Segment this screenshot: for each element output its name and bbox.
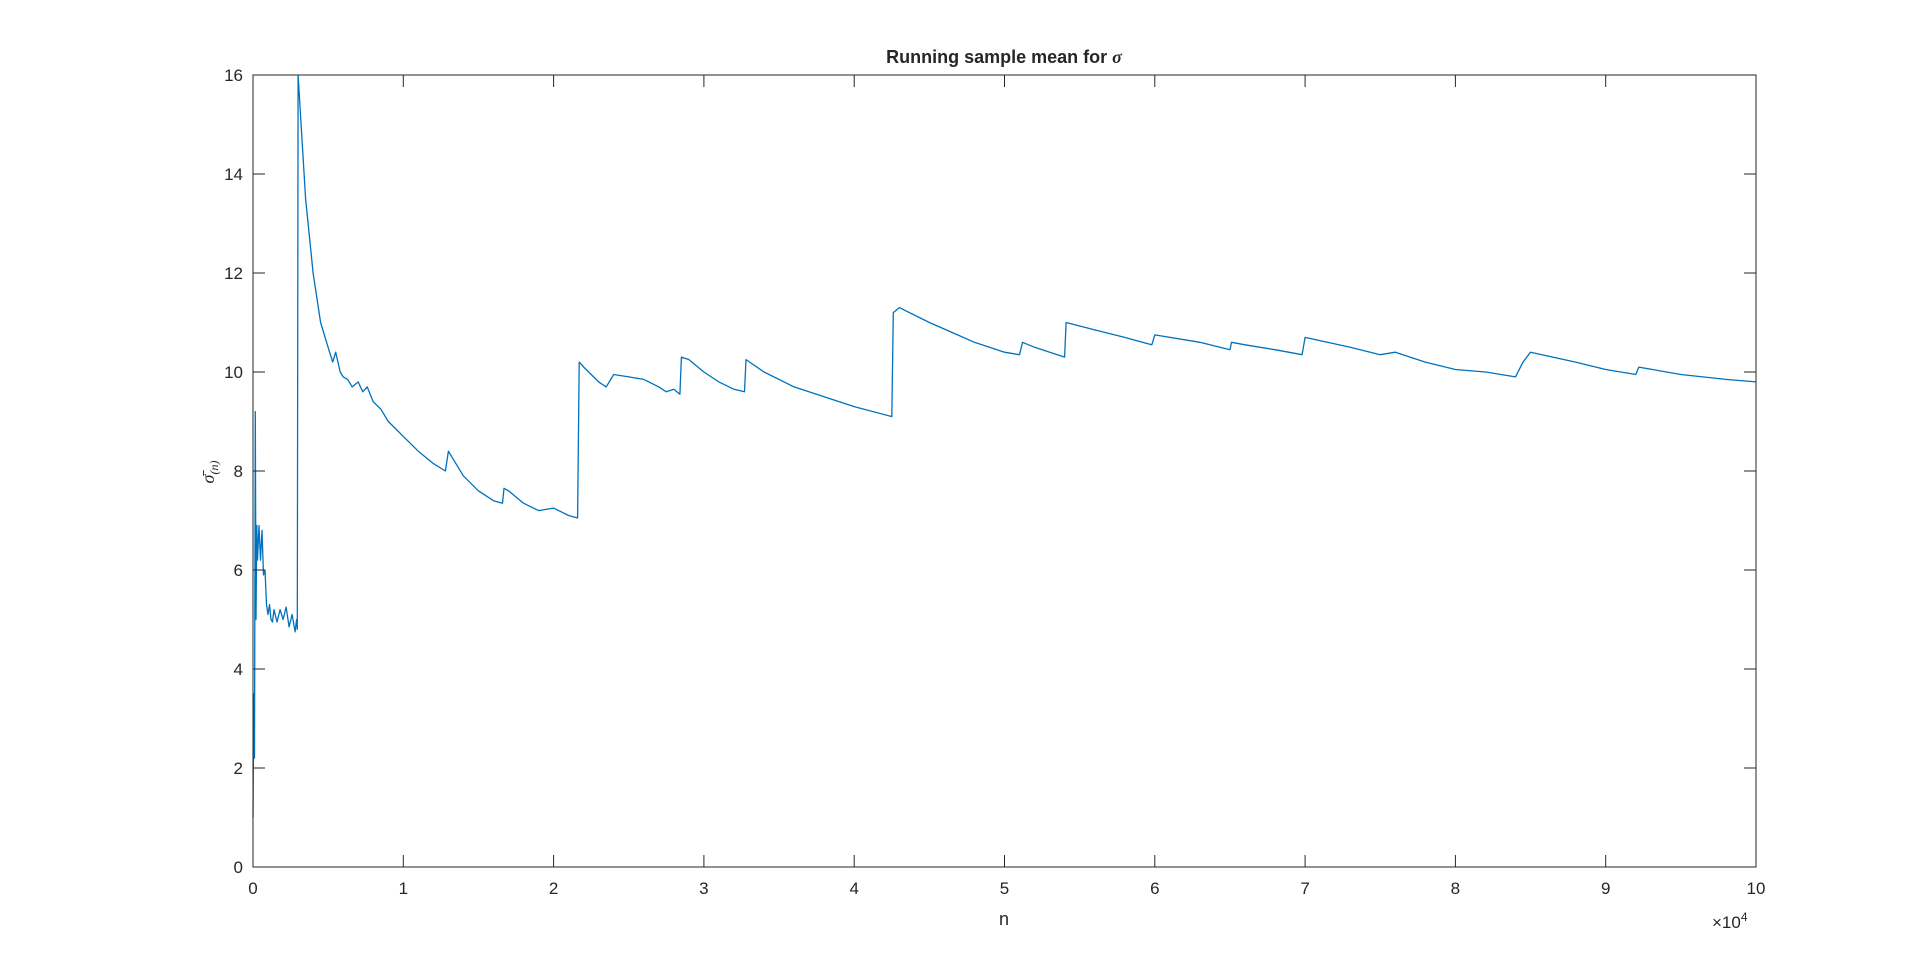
x-tick-label: 0 <box>248 879 257 898</box>
y-tick-label: 6 <box>234 561 243 580</box>
x-tick-label: 9 <box>1601 879 1610 898</box>
chart-title-symbol: σ <box>1112 47 1123 67</box>
plot-area <box>253 75 1756 867</box>
y-tick-label: 8 <box>234 462 243 481</box>
y-tick-label: 4 <box>234 660 243 679</box>
x-tick-label: 4 <box>849 879 858 898</box>
chart-title-text: Running sample mean for <box>886 47 1112 67</box>
x-tick-label: 2 <box>549 879 558 898</box>
y-tick-label: 14 <box>224 165 243 184</box>
y-tick-label: 10 <box>224 363 243 382</box>
x-tick-label: 5 <box>1000 879 1009 898</box>
x-axis-multiplier-base: ×10 <box>1712 913 1741 932</box>
axes-box <box>252 74 1757 868</box>
x-tick-label: 10 <box>1747 879 1766 898</box>
x-axis-label: n <box>999 909 1009 929</box>
y-tick-label: 0 <box>234 858 243 877</box>
x-axis-multiplier: ×104 <box>1712 910 1748 932</box>
x-tick-label: 8 <box>1451 879 1460 898</box>
series-line-0 <box>252 74 1757 818</box>
y-axis-label-subscript: (n) <box>207 461 221 475</box>
y-tick-label: 12 <box>224 264 243 283</box>
y-axis-label: σ̄(n) <box>198 461 221 484</box>
x-tick-label: 1 <box>399 879 408 898</box>
x-axis-multiplier-exponent: 4 <box>1741 910 1748 924</box>
y-tick-label: 16 <box>224 66 243 85</box>
x-tick-label: 7 <box>1300 879 1309 898</box>
x-tick-label: 3 <box>699 879 708 898</box>
y-tick-label: 2 <box>234 759 243 778</box>
chart-title: Running sample mean for σ <box>886 47 1123 67</box>
x-tick-label: 6 <box>1150 879 1159 898</box>
